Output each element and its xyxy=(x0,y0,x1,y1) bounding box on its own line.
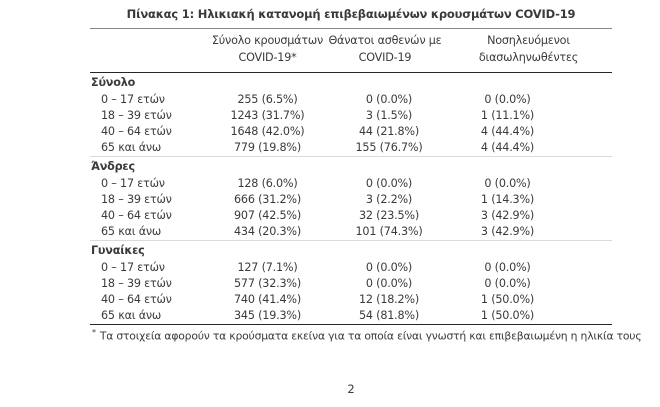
table-header: Σύνολο κρουσμάτων COVID-19* Θάνατοι ασθε… xyxy=(90,28,612,73)
table-row: 65 και άνω 434 (20.3%) 101 (74.3%) 3 (42… xyxy=(90,224,612,241)
age-cell: 65 και άνω xyxy=(101,140,162,154)
cases-cell: 779 (19.8%) xyxy=(234,140,301,154)
intubated-cell: 4 (44.4%) xyxy=(480,140,535,154)
cases-cell: 345 (19.3%) xyxy=(234,308,301,322)
intubated-cell: 0 (0.0%) xyxy=(484,92,531,106)
table-row: 65 και άνω 779 (19.8%) 155 (76.7%) 4 (44… xyxy=(90,140,612,157)
cases-cell: 128 (6.0%) xyxy=(237,176,298,190)
table-row: 18 – 39 ετών 577 (32.3%) 0 (0.0%) 0 (0.0… xyxy=(90,276,612,292)
cases-cell: 255 (6.5%) xyxy=(237,92,298,106)
table-row: 40 – 64 ετών 1648 (42.0%) 44 (21.8%) 4 (… xyxy=(90,124,612,140)
section-row-total: Σύνολο xyxy=(90,72,612,92)
deaths-cell: 32 (23.5%) xyxy=(358,208,420,222)
intubated-cell: 0 (0.0%) xyxy=(484,176,531,190)
column-header-deaths: Θάνατοι ασθενών με COVID-19 xyxy=(325,28,445,73)
page-number: 2 xyxy=(347,382,355,396)
deaths-cell: 0 (0.0%) xyxy=(365,92,413,106)
age-cell: 18 – 39 ετών xyxy=(101,192,172,206)
table-row: 40 – 64 ετών 907 (42.5%) 32 (23.5%) 3 (4… xyxy=(90,208,612,224)
table-footnote: * Τα στοιχεία αφορούν τα κρούσματα εκείνα… xyxy=(90,327,642,343)
deaths-cell: 44 (21.8%) xyxy=(358,124,420,138)
section-label: Άνδρες xyxy=(90,155,612,176)
age-cell: 40 – 64 ετών xyxy=(101,292,172,306)
deaths-cell: 0 (0.0%) xyxy=(365,176,413,190)
section-row-men: Άνδρες xyxy=(90,155,612,176)
cases-cell: 434 (20.3%) xyxy=(234,224,301,238)
table-row: 40 – 64 ετών 740 (41.4%) 12 (18.2%) 1 (5… xyxy=(90,292,612,308)
deaths-cell: 54 (81.8%) xyxy=(358,308,420,322)
intubated-cell: 3 (42.9%) xyxy=(480,224,535,238)
table-title: Πίνακας 1: Ηλικιακή κατανομή επιβεβαιωμέ… xyxy=(126,7,576,21)
intubated-cell: 0 (0.0%) xyxy=(484,276,531,290)
footnote-text: Τα στοιχεία αφορούν τα κρούσματα εκείνα … xyxy=(99,329,642,343)
deaths-cell: 0 (0.0%) xyxy=(365,276,413,290)
table-row: 18 – 39 ετών 1243 (31.7%) 3 (1.5%) 1 (11… xyxy=(90,108,612,124)
cases-cell: 740 (41.4%) xyxy=(234,292,301,306)
column-header-empty xyxy=(90,28,210,73)
intubated-cell: 3 (42.9%) xyxy=(480,208,535,222)
cases-cell: 127 (7.1%) xyxy=(237,260,298,274)
table-row: 0 – 17 ετών 255 (6.5%) 0 (0.0%) 0 (0.0%) xyxy=(90,92,612,108)
deaths-cell: 3 (2.2%) xyxy=(365,192,413,206)
deaths-cell: 155 (76.7%) xyxy=(355,140,423,154)
table-row: 18 – 39 ετών 666 (31.2%) 3 (2.2%) 1 (14.… xyxy=(90,192,612,208)
age-cell: 0 – 17 ετών xyxy=(101,92,165,106)
cases-cell: 1648 (42.0%) xyxy=(230,124,305,138)
age-cell: 18 – 39 ετών xyxy=(101,276,172,290)
section-row-women: Γυναίκες xyxy=(90,239,612,260)
cases-cell: 1243 (31.7%) xyxy=(230,108,305,122)
age-cell: 40 – 64 ετών xyxy=(101,124,172,138)
page-content: Πίνακας 1: Ηλικιακή κατανομή επιβεβαιωμέ… xyxy=(90,0,642,396)
table-body: Σύνολο 0 – 17 ετών 255 (6.5%) 0 (0.0%) 0… xyxy=(90,72,612,324)
intubated-cell: 1 (11.1%) xyxy=(480,108,535,122)
age-cell: 0 – 17 ετών xyxy=(101,176,165,190)
age-cell: 65 και άνω xyxy=(101,224,162,238)
intubated-cell: 4 (44.4%) xyxy=(480,124,535,138)
deaths-cell: 3 (1.5%) xyxy=(365,108,413,122)
table-row: 0 – 17 ετών 128 (6.0%) 0 (0.0%) 0 (0.0%) xyxy=(90,176,612,192)
table-row: 0 – 17 ετών 127 (7.1%) 0 (0.0%) 0 (0.0%) xyxy=(90,260,612,276)
intubated-cell: 0 (0.0%) xyxy=(484,260,531,274)
header-row: Σύνολο κρουσμάτων COVID-19* Θάνατοι ασθε… xyxy=(90,28,612,73)
cases-cell: 907 (42.5%) xyxy=(234,208,301,222)
deaths-cell: 12 (18.2%) xyxy=(358,292,420,306)
age-cell: 65 και άνω xyxy=(101,308,162,322)
covid-age-distribution-table: Σύνολο κρουσμάτων COVID-19* Θάνατοι ασθε… xyxy=(90,28,612,325)
deaths-cell: 101 (74.3%) xyxy=(355,224,423,238)
intubated-cell: 1 (50.0%) xyxy=(480,308,535,322)
table-row: 65 και άνω 345 (19.3%) 54 (81.8%) 1 (50.… xyxy=(90,308,612,325)
footnote-asterisk: * xyxy=(92,327,96,337)
age-cell: 0 – 17 ετών xyxy=(101,260,165,274)
cases-cell: 666 (31.2%) xyxy=(234,192,301,206)
intubated-cell: 1 (14.3%) xyxy=(480,192,535,206)
deaths-cell: 0 (0.0%) xyxy=(365,260,413,274)
section-label: Γυναίκες xyxy=(90,239,612,260)
column-header-intubated: Νοσηλευόμενοι διασωληνωθέντες xyxy=(445,28,612,73)
age-cell: 18 – 39 ετών xyxy=(101,108,172,122)
age-cell: 40 – 64 ετών xyxy=(101,208,172,222)
cases-cell: 577 (32.3%) xyxy=(234,276,301,290)
section-label: Σύνολο xyxy=(91,75,136,89)
column-header-cases: Σύνολο κρουσμάτων COVID-19* xyxy=(210,28,325,73)
intubated-cell: 1 (50.0%) xyxy=(480,292,535,306)
